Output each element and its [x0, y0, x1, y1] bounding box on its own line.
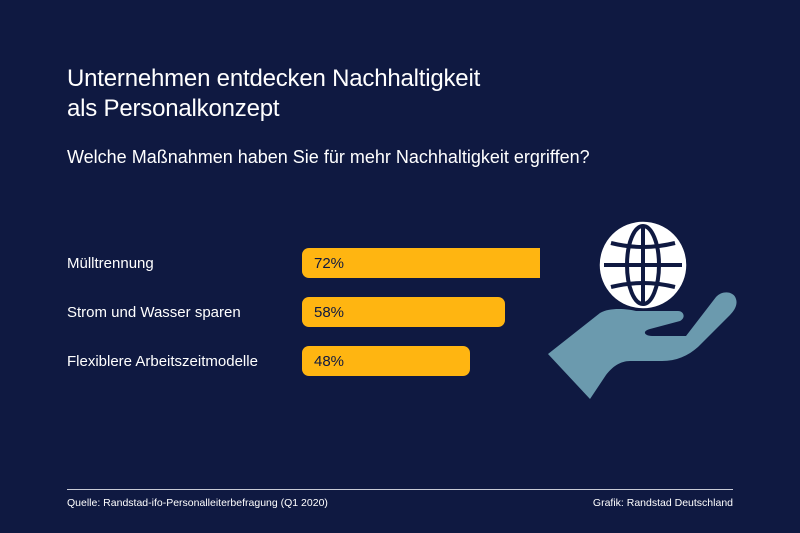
chart-title-line-2: als Personalkonzept	[67, 95, 280, 122]
chart-subtitle: Welche Maßnahmen haben Sie für mehr Nach…	[67, 147, 590, 167]
bar	[302, 297, 505, 327]
bar-chart: Mülltrennung 72% Strom und Wasser sparen 58…	[67, 248, 540, 376]
globe-icon	[599, 221, 687, 309]
footer-divider	[67, 489, 733, 490]
hand-holding-globe-illustration	[548, 221, 737, 399]
category-label: Flexiblere Arbeitszeitmodelle	[67, 353, 258, 370]
value-label: 48%	[314, 353, 344, 370]
category-label: Strom und Wasser sparen	[67, 304, 241, 321]
bar	[302, 346, 470, 376]
bar	[302, 248, 540, 278]
value-label: 72%	[314, 255, 344, 272]
chart-title-line-1: Unternehmen entdecken Nachhaltigkeit	[67, 65, 481, 92]
hand-icon	[548, 292, 737, 399]
category-label: Mülltrennung	[67, 255, 154, 272]
source-note: Quelle: Randstad-ifo-Personalleiterbefra…	[67, 497, 328, 509]
value-label: 58%	[314, 304, 344, 321]
credit-note: Grafik: Randstad Deutschland	[592, 497, 733, 509]
chart-title: Unternehmen entdecken Nachhaltigkeit als…	[67, 64, 480, 124]
